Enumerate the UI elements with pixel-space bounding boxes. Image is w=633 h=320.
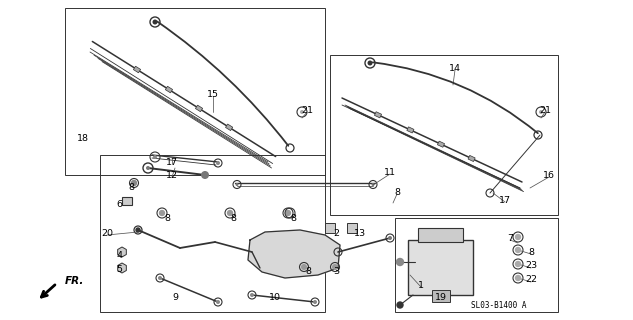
Text: 8: 8 — [528, 247, 534, 257]
Text: 8: 8 — [164, 213, 170, 222]
Text: 13: 13 — [354, 228, 366, 237]
Text: 7: 7 — [507, 234, 513, 243]
Circle shape — [235, 183, 239, 186]
Bar — [225, 124, 233, 131]
Circle shape — [227, 211, 232, 215]
Circle shape — [397, 302, 403, 308]
Text: 9: 9 — [172, 293, 178, 302]
Text: 17: 17 — [499, 196, 511, 204]
Text: 2: 2 — [333, 228, 339, 237]
Text: 19: 19 — [435, 293, 447, 302]
Circle shape — [285, 211, 291, 215]
Circle shape — [515, 235, 520, 239]
Bar — [395, 218, 558, 312]
Text: FR.: FR. — [65, 276, 84, 286]
Circle shape — [153, 155, 157, 159]
Text: 20: 20 — [101, 228, 113, 237]
Bar — [408, 240, 473, 295]
Circle shape — [300, 110, 304, 114]
Text: 8: 8 — [230, 213, 236, 222]
Bar — [407, 127, 414, 133]
Polygon shape — [248, 230, 340, 278]
Circle shape — [333, 265, 337, 269]
Text: 10: 10 — [269, 293, 281, 302]
Circle shape — [158, 276, 162, 280]
Text: 1: 1 — [418, 281, 424, 290]
Bar — [196, 105, 203, 112]
Text: 4: 4 — [116, 251, 122, 260]
Text: 11: 11 — [384, 167, 396, 177]
Text: 8: 8 — [394, 188, 400, 196]
Bar — [432, 290, 450, 302]
Bar — [468, 156, 475, 162]
Text: 22: 22 — [525, 276, 537, 284]
Text: 8: 8 — [128, 182, 134, 191]
Circle shape — [515, 247, 520, 252]
Text: 8: 8 — [290, 213, 296, 222]
Circle shape — [515, 261, 520, 267]
Circle shape — [368, 60, 372, 66]
Circle shape — [372, 183, 375, 186]
Circle shape — [216, 300, 220, 304]
Text: SL03-B1400 A: SL03-B1400 A — [472, 301, 527, 310]
Circle shape — [302, 265, 306, 269]
Text: 3: 3 — [333, 268, 339, 276]
Text: 6: 6 — [116, 199, 122, 209]
Circle shape — [515, 276, 520, 281]
Circle shape — [396, 259, 403, 266]
Text: 21: 21 — [301, 106, 313, 115]
Circle shape — [539, 110, 543, 114]
Bar — [165, 86, 173, 93]
Text: 16: 16 — [543, 171, 555, 180]
Bar — [347, 223, 357, 233]
Bar — [325, 223, 335, 233]
Circle shape — [136, 228, 140, 232]
Circle shape — [388, 236, 392, 240]
Text: 14: 14 — [449, 63, 461, 73]
Bar — [100, 155, 325, 312]
Bar — [418, 228, 463, 242]
Circle shape — [216, 161, 220, 165]
Text: 17: 17 — [166, 157, 178, 166]
Bar — [65, 8, 325, 175]
Text: 21: 21 — [539, 106, 551, 115]
Bar — [134, 66, 141, 73]
Text: 8: 8 — [305, 268, 311, 276]
Bar — [437, 141, 444, 147]
Bar — [375, 112, 382, 118]
Text: 12: 12 — [166, 171, 178, 180]
Bar — [330, 55, 558, 215]
Text: 5: 5 — [116, 266, 122, 275]
Circle shape — [313, 300, 317, 304]
Circle shape — [160, 211, 165, 215]
Circle shape — [201, 171, 209, 179]
Text: 18: 18 — [77, 133, 89, 142]
Bar — [122, 197, 132, 205]
Circle shape — [153, 20, 158, 25]
Circle shape — [146, 166, 150, 170]
Text: 15: 15 — [207, 90, 219, 99]
Circle shape — [132, 180, 137, 186]
Circle shape — [250, 293, 254, 297]
Text: 23: 23 — [525, 261, 537, 270]
